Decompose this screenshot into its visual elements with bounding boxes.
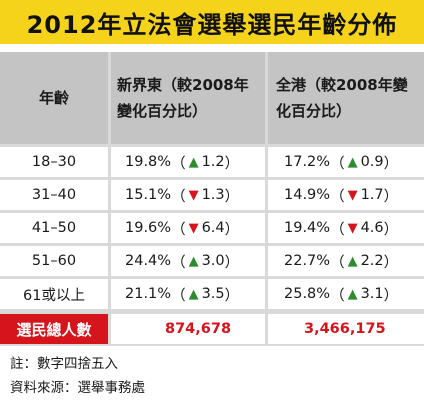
nt-east-change: 3.5 [201,286,225,302]
table-row: 31–40 15.1% （▼ 1.3） 14.9% （▼ 1.7） [0,180,424,210]
up-arrow-icon: ▲ [347,286,358,302]
header-hk-total-label: 全港（較2008年變化百分比） [276,76,408,120]
hk-total-change: 1.7 [360,187,384,203]
hk-total-change: 4.6 [360,220,384,236]
hk-total-change: 0.9 [360,154,384,170]
hk-total-value: 25.8% （▲ 3.1） [268,279,424,309]
age-group: 41–50 [0,213,108,243]
open-paren: （ [171,221,186,238]
table-row: 41–50 19.6% （▼ 6.4） 19.4% （▼ 4.6） [0,213,424,243]
close-paren: ） [224,188,240,205]
nt-east-change: 6.4 [201,220,225,236]
open-paren: （ [330,221,345,238]
header-hk-total: 全港（較2008年變化百分比） [268,52,424,144]
data-table: 年齡 新界東（較2008年變化百分比） 全港（較2008年變化百分比） 18–3… [0,52,424,346]
nt-east-value: 24.4% （▲ 3.0） [111,246,265,276]
close-paren: ） [224,221,240,238]
header-nt-east-label: 新界東（較2008年變化百分比） [117,76,249,120]
page-title: 2012年立法會選舉選民年齡分佈 [0,0,424,44]
nt-east-value: 15.1% （▼ 1.3） [111,180,265,210]
table-row: 61或以上 21.1% （▲ 3.5） 25.8% （▲ 3.1） [0,279,424,309]
total-label: 選民總人數 [0,314,108,344]
nt-east-percent: 19.6% [125,220,172,236]
nt-east-value: 19.8% （▲ 1.2） [111,147,265,177]
header-age-label: 年齡 [38,89,69,107]
open-paren: （ [330,254,345,271]
open-paren: （ [171,188,186,205]
down-arrow-icon: ▼ [188,220,199,236]
table-row: 51–60 24.4% （▲ 3.0） 22.7% （▲ 2.2） [0,246,424,276]
hk-total-value: 17.2% （▲ 0.9） [268,147,424,177]
hk-total-percent: 22.7% [284,253,331,269]
close-paren: ） [383,287,399,304]
header-age: 年齡 [0,52,108,144]
hk-total-percent: 19.4% [284,220,331,236]
close-paren: ） [224,287,240,304]
rounding-note: 註：數字四捨五入 [10,356,118,372]
nt-east-percent: 21.1% [125,286,172,302]
hk-total-change: 3.1 [360,286,384,302]
nt-east-percent: 24.4% [125,253,172,269]
nt-east-change: 1.2 [201,154,225,170]
hk-total-change: 2.2 [360,253,384,269]
down-arrow-icon: ▼ [347,220,358,236]
close-paren: ） [383,254,399,271]
up-arrow-icon: ▲ [347,154,358,170]
close-paren: ） [383,155,399,172]
total-hk: 3,466,175 [268,314,424,344]
open-paren: （ [171,287,186,304]
footnotes: 註：數字四捨五入 資料來源：選舉事務處 [10,352,145,400]
open-paren: （ [171,155,186,172]
hk-total-percent: 17.2% [284,154,331,170]
hk-total-value: 22.7% （▲ 2.2） [268,246,424,276]
up-arrow-icon: ▲ [188,154,199,170]
nt-east-change: 1.3 [201,187,225,203]
total-row: 選民總人數 874,678 3,466,175 [0,314,424,344]
nt-east-percent: 15.1% [125,187,172,203]
hk-total-value: 14.9% （▼ 1.7） [268,180,424,210]
open-paren: （ [330,287,345,304]
close-paren: ） [383,221,399,238]
total-nt-east: 874,678 [111,314,265,344]
nt-east-change: 3.0 [201,253,225,269]
nt-east-value: 21.1% （▲ 3.5） [111,279,265,309]
close-paren: ） [383,188,399,205]
open-paren: （ [171,254,186,271]
age-group: 18–30 [0,147,108,177]
hk-total-percent: 25.8% [284,286,331,302]
close-paren: ） [224,254,240,271]
age-group: 61或以上 [0,279,108,309]
nt-east-percent: 19.8% [125,154,172,170]
close-paren: ） [224,155,240,172]
hk-total-value: 19.4% （▼ 4.6） [268,213,424,243]
source-note: 資料來源：選舉事務處 [10,380,145,396]
down-arrow-icon: ▼ [188,187,199,203]
open-paren: （ [330,188,345,205]
up-arrow-icon: ▲ [347,253,358,269]
open-paren: （ [330,155,345,172]
up-arrow-icon: ▲ [188,253,199,269]
age-group: 31–40 [0,180,108,210]
age-group: 51–60 [0,246,108,276]
header-nt-east: 新界東（較2008年變化百分比） [111,52,265,144]
nt-east-value: 19.6% （▼ 6.4） [111,213,265,243]
table-row: 18–30 19.8% （▲ 1.2） 17.2% （▲ 0.9） [0,147,424,177]
down-arrow-icon: ▼ [347,187,358,203]
hk-total-percent: 14.9% [284,187,331,203]
up-arrow-icon: ▲ [188,286,199,302]
